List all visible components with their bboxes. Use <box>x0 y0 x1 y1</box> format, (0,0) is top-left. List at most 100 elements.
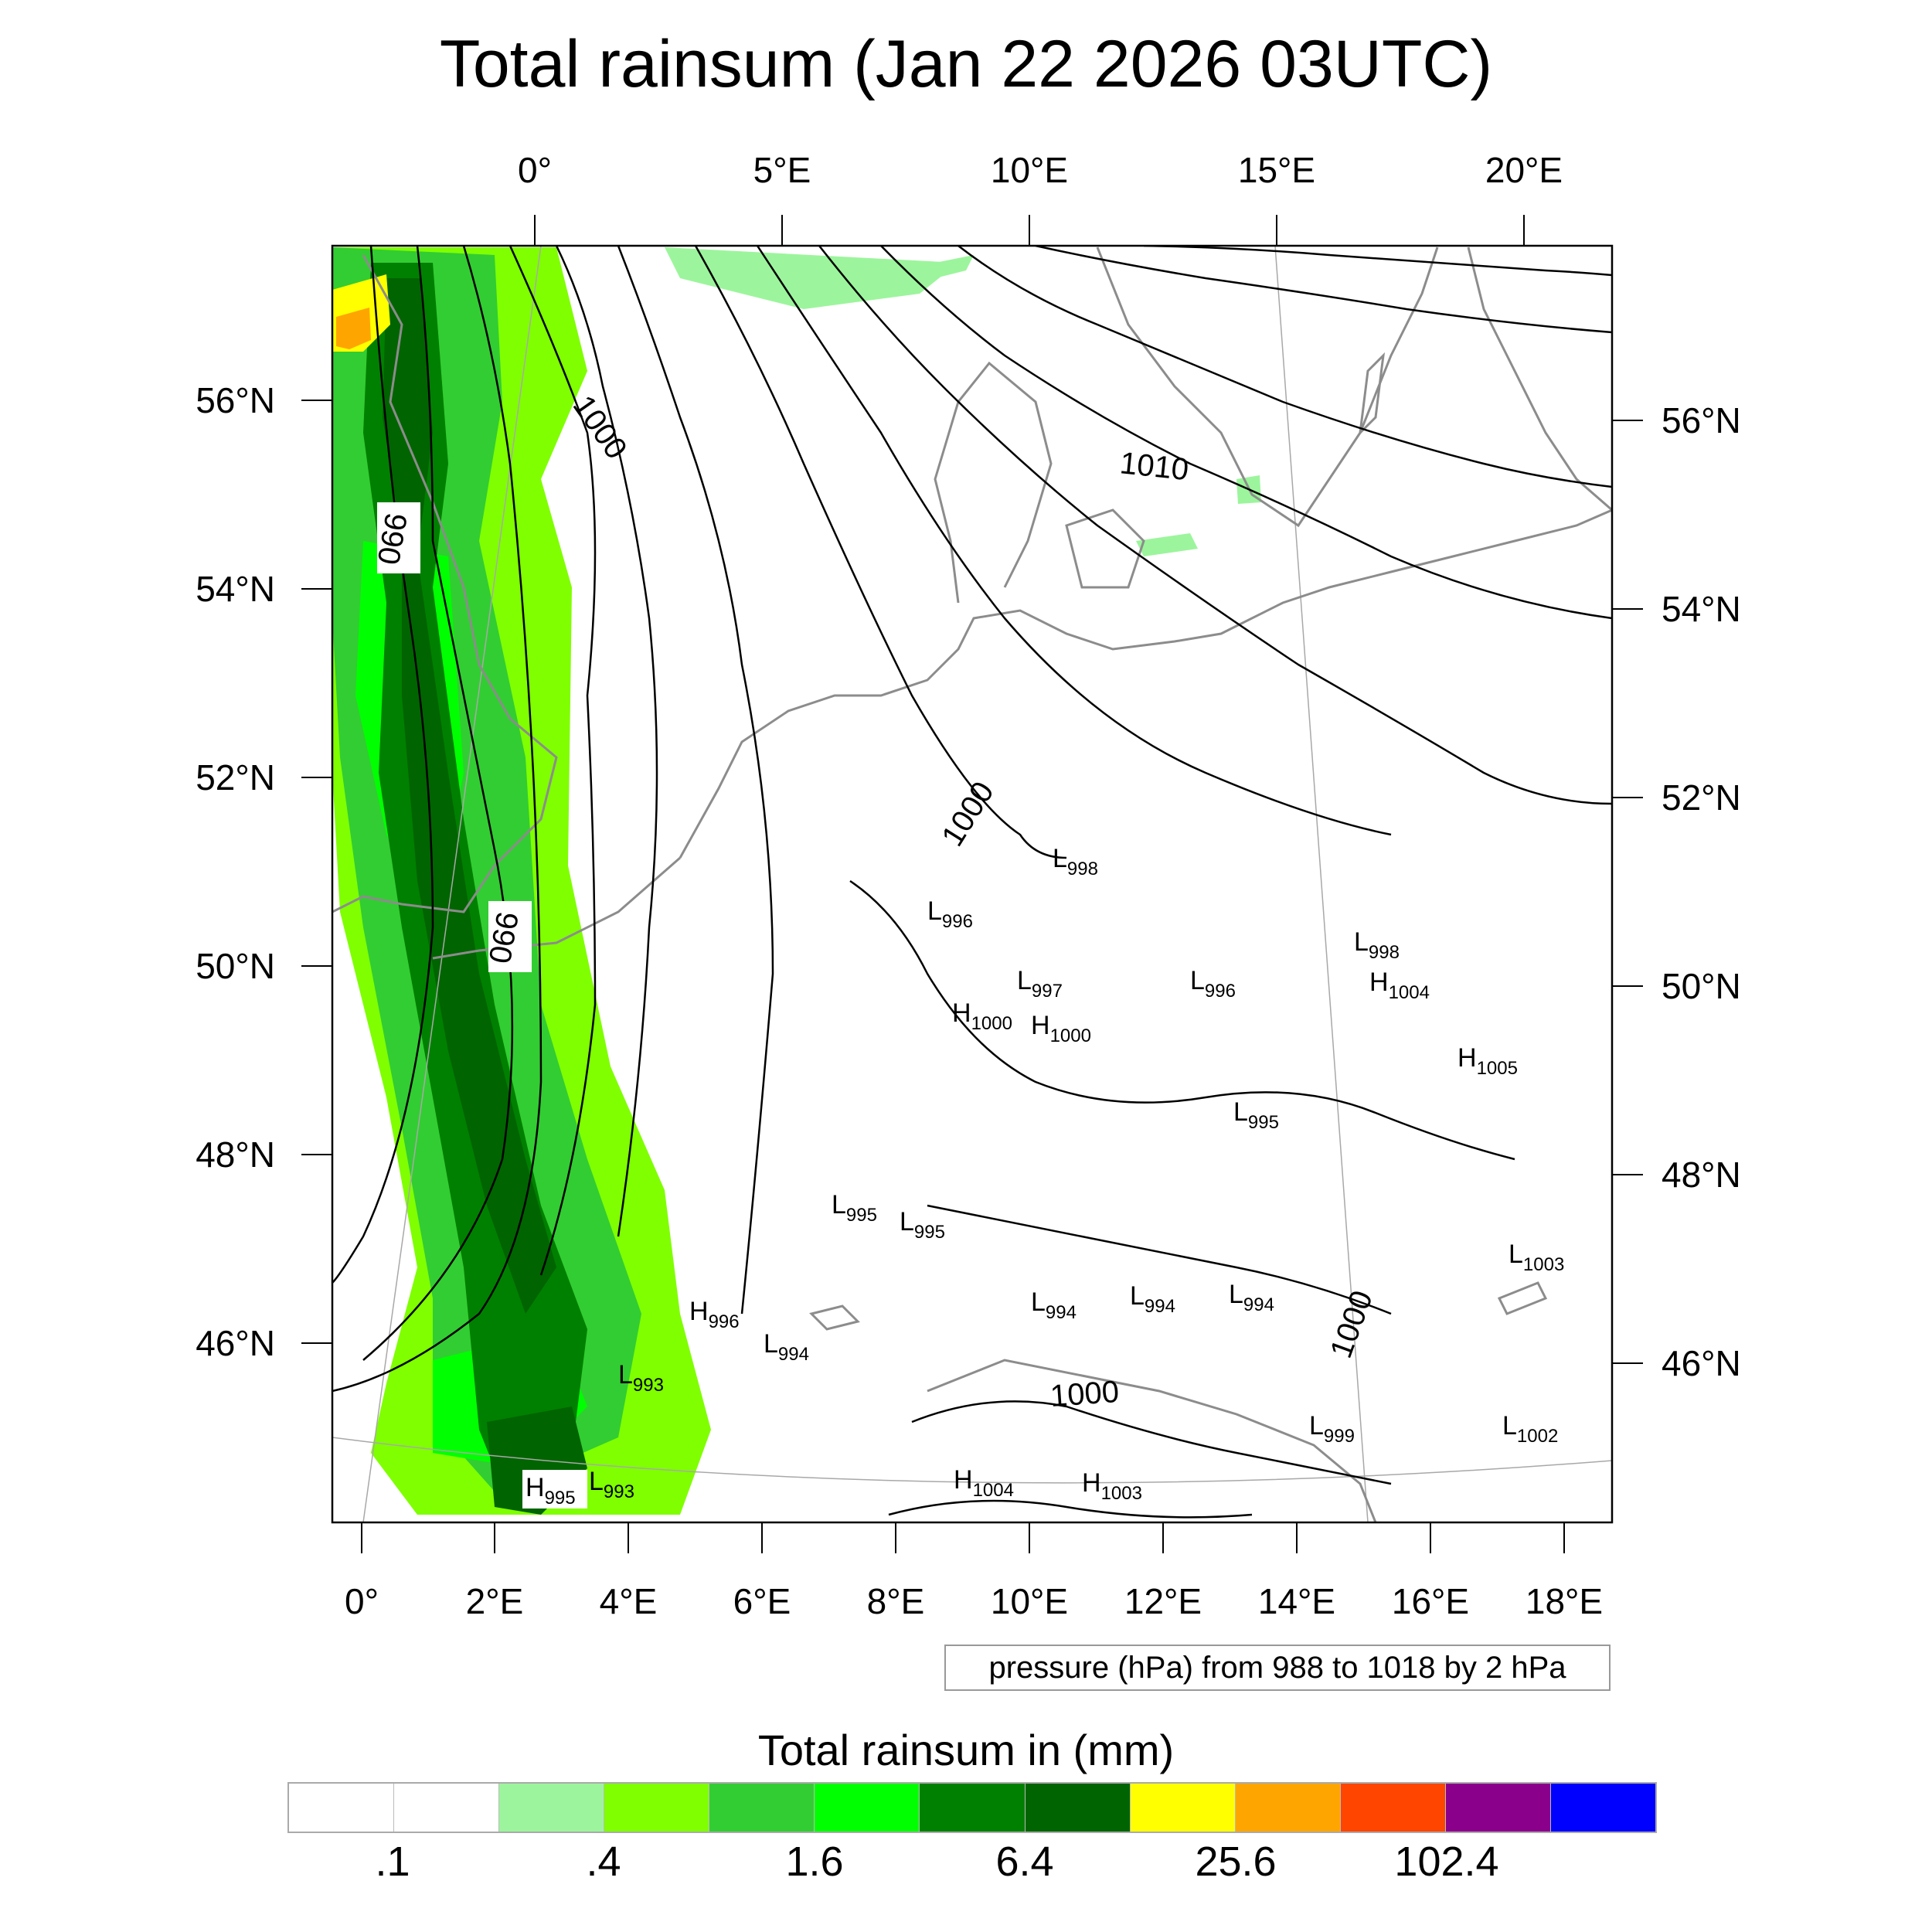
top-lon-label: 15°E <box>1238 150 1315 190</box>
isobar-992 <box>332 246 543 1393</box>
colorbar-label: 6.4 <box>995 1838 1054 1885</box>
bottom-lon-label: 8°E <box>867 1581 925 1621</box>
pressure-center: L994 <box>1130 1281 1175 1317</box>
coast-france-north <box>432 856 681 960</box>
colorbar-label: .1 <box>375 1838 410 1885</box>
coastlines <box>332 247 1612 1522</box>
isobars <box>332 246 1612 1519</box>
isobar-996 <box>555 246 658 1237</box>
bottom-lon-label: 12°E <box>1124 1581 1202 1621</box>
isobar-south-2 <box>927 1204 1392 1315</box>
colorbar-title: Total rainsum in (mm) <box>757 1726 1175 1774</box>
pressure-center: L995 <box>900 1207 945 1243</box>
pressure-center: H1004 <box>1369 968 1430 1003</box>
rain-area-orange <box>336 308 371 349</box>
colorbar-swatch <box>815 1784 920 1832</box>
pressure-center: H996 <box>689 1297 740 1332</box>
bottom-lon-labels: 0° 2°E 4°E 6°E 8°E 10°E 12°E 14°E 16°E 1… <box>345 1581 1603 1621</box>
bottom-lon-label: 18°E <box>1526 1581 1603 1621</box>
pressure-center: L997 <box>1017 966 1063 1002</box>
left-lat-label: 56°N <box>196 380 275 420</box>
isobar-1012 <box>1143 246 1612 277</box>
pressure-center: H1004 <box>954 1465 1014 1501</box>
bottom-lon-label: 14°E <box>1258 1581 1335 1621</box>
coast-adriatic <box>927 1359 1377 1522</box>
top-lon-label: 10°E <box>991 150 1068 190</box>
coast-lake-balaton <box>1497 1281 1548 1315</box>
coast-netherlands-germany <box>679 509 1612 859</box>
isobar-label: 1010 <box>1118 446 1190 487</box>
pressure-center: H1005 <box>1458 1043 1518 1079</box>
colorbar-swatch <box>604 1784 710 1832</box>
isobar-994 <box>509 246 597 1276</box>
rain-area-light-baltic <box>1136 533 1198 556</box>
coast-baltic-east <box>1467 247 1612 512</box>
colorbar <box>287 1782 1657 1833</box>
bottom-lon-label: 0° <box>345 1581 379 1621</box>
pressure-center: H1000 <box>952 998 1012 1034</box>
rain-area-light-green-north <box>858 255 974 294</box>
coast-denmark <box>934 361 1053 604</box>
right-lat-label: 56°N <box>1662 400 1741 440</box>
isobar-1002 <box>756 246 1392 836</box>
left-lat-label: 52°N <box>196 757 275 798</box>
pressure-center: L993 <box>589 1467 634 1502</box>
tick-marks <box>301 215 1643 1553</box>
pressure-note: pressure (hPa) from 988 to 1018 by 2 hPa <box>944 1645 1611 1691</box>
coast-lake-geneva <box>809 1304 860 1331</box>
pressure-center: H995 <box>526 1473 576 1509</box>
right-lat-label: 46°N <box>1662 1343 1741 1383</box>
left-lat-labels: 56°N 54°N 52°N 50°N 48°N 46°N <box>196 380 275 1363</box>
coast-danish-islands <box>1065 509 1145 589</box>
colorbar-label: 25.6 <box>1195 1838 1277 1885</box>
pressure-center: L1002 <box>1502 1411 1558 1447</box>
colorbar-label: .4 <box>586 1838 621 1885</box>
pressure-center: L994 <box>764 1329 809 1365</box>
left-lat-label: 48°N <box>196 1134 275 1175</box>
isobar-988 <box>332 246 434 1284</box>
left-lat-label: 50°N <box>196 946 275 986</box>
colorbar-swatch <box>920 1784 1026 1832</box>
map-frame <box>331 244 1614 1524</box>
top-lon-label: 0° <box>518 150 552 190</box>
colorbar-swatch <box>499 1784 605 1832</box>
top-lon-label: 5°E <box>753 150 811 190</box>
pressure-center: L996 <box>927 896 973 932</box>
colorbar-swatch <box>709 1784 815 1832</box>
right-lat-label: 52°N <box>1662 777 1741 818</box>
coast-britain <box>332 254 558 913</box>
pressure-center: H1003 <box>1082 1468 1142 1504</box>
isobar-label: 1000 <box>935 776 1000 852</box>
pressure-center: L995 <box>832 1190 877 1226</box>
pressure-center: L993 <box>618 1360 664 1396</box>
pressure-center: L994 <box>1229 1280 1274 1315</box>
rain-area-light-green <box>665 247 958 309</box>
pressure-center: L998 <box>1053 844 1098 879</box>
right-lat-label: 54°N <box>1662 589 1741 629</box>
isobar-label: 1000 <box>1324 1286 1379 1362</box>
rainfall-shading <box>332 247 1261 1515</box>
isobar-label: 1000 <box>1049 1375 1121 1413</box>
pressure-center: L995 <box>1233 1097 1279 1133</box>
left-lat-label: 54°N <box>196 569 275 609</box>
isobar-1006 <box>880 246 1612 620</box>
left-lat-label: 46°N <box>196 1323 275 1363</box>
coast-sweden <box>1096 247 1439 528</box>
right-lat-labels: 56°N 54°N 52°N 50°N 48°N 46°N <box>1662 400 1741 1383</box>
colorbar-label: 1.6 <box>785 1838 844 1885</box>
colorbar-swatch <box>394 1784 500 1832</box>
isobar-990 <box>362 246 514 1361</box>
pressure-center: L999 <box>1309 1411 1355 1447</box>
right-lat-label: 50°N <box>1662 966 1741 1006</box>
bottom-lon-label: 4°E <box>600 1581 658 1621</box>
pressure-center: L998 <box>1354 927 1400 963</box>
colorbar-label: 102.4 <box>1394 1838 1499 1885</box>
isobar-1004 <box>818 246 1612 805</box>
pressure-center: L996 <box>1190 966 1236 1002</box>
top-lon-label: 20°E <box>1485 150 1563 190</box>
isobar-south-1 <box>849 879 1515 1161</box>
graticule <box>332 246 1612 1522</box>
bottom-lon-label: 10°E <box>991 1581 1068 1621</box>
isobar-south-4 <box>888 1499 1253 1519</box>
